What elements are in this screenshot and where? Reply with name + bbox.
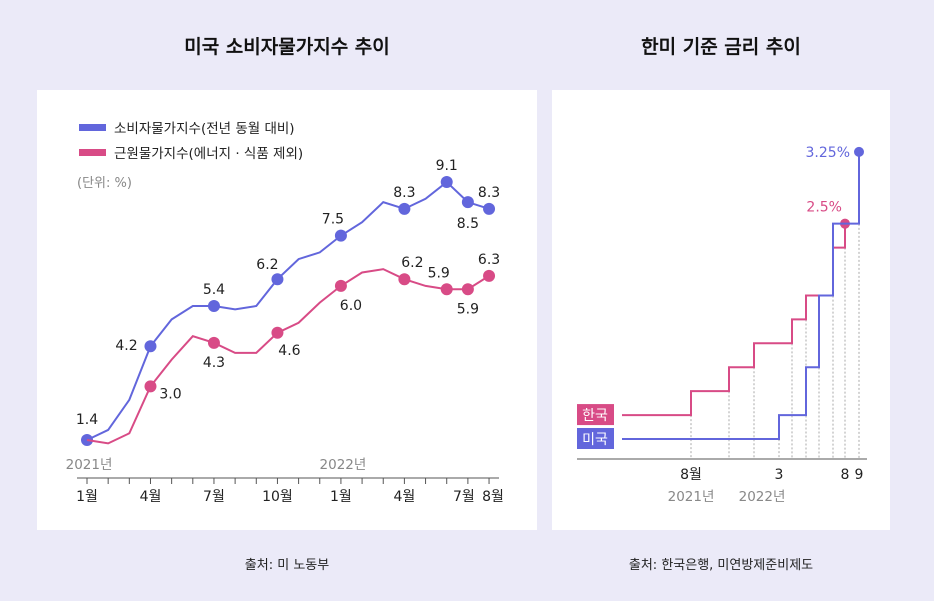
x-tick-label: 4월 — [140, 489, 162, 505]
data-point — [207, 336, 220, 349]
data-label: 6.2 — [256, 257, 278, 273]
x-tick-label: 10월 — [262, 489, 293, 505]
data-label: 8.3 — [393, 185, 415, 201]
data-point — [334, 279, 347, 292]
data-label: 5.9 — [457, 301, 479, 317]
x-tick-label: 8월 — [482, 489, 504, 505]
data-point — [144, 340, 157, 353]
legend-badge-label: 한국 — [582, 408, 608, 424]
x-tick-label: 4월 — [394, 489, 416, 505]
legend-label: 소비자물가지수(전년 동월 대비) — [114, 121, 295, 137]
year-label: 2021년 — [66, 457, 113, 473]
x-tick-label: 8 — [841, 467, 850, 483]
x-tick-label: 1월 — [76, 489, 98, 505]
left-source: 출처: 미 노동부 — [244, 558, 330, 573]
year-label: 2021년 — [668, 489, 715, 505]
data-label: 3.0 — [159, 386, 181, 402]
legend-badge — [577, 428, 614, 449]
data-point — [271, 326, 284, 339]
data-point — [398, 202, 411, 215]
data-label: 1.4 — [76, 412, 98, 428]
year-label: 2022년 — [320, 457, 367, 473]
data-label: 8.5 — [457, 216, 479, 232]
data-point — [483, 269, 496, 282]
left-chart-title: 미국 소비자물가지수 추이 — [184, 36, 390, 58]
x-tick-label: 8월 — [680, 467, 702, 483]
step-line — [622, 223, 846, 417]
end-label: 2.5% — [806, 200, 842, 216]
data-label: 4.6 — [278, 343, 300, 359]
unit-note: (단위: %) — [77, 176, 132, 191]
right-source: 출처: 한국은행, 미연방제준비제도 — [628, 558, 814, 573]
step-line — [622, 151, 860, 440]
data-label: 9.1 — [436, 158, 458, 174]
data-label: 4.3 — [203, 355, 225, 371]
data-point — [461, 196, 474, 209]
data-point — [440, 176, 453, 189]
data-point — [483, 202, 496, 215]
legend-swatch — [79, 149, 106, 156]
end-point — [854, 146, 864, 157]
data-point — [207, 300, 220, 312]
data-label: 8.3 — [478, 185, 500, 201]
cpi-chart-panel: 소비자물가지수(전년 동월 대비) 근원물가지수(에너지 · 식품 제외) (단위:… — [37, 90, 537, 530]
data-point — [440, 283, 453, 296]
data-point — [271, 273, 284, 286]
data-label: 6.2 — [401, 255, 423, 271]
cpi-chart: 소비자물가지수(전년 동월 대비) 근원물가지수(에너지 · 식품 제외) (단위:… — [66, 121, 504, 505]
data-point — [144, 380, 157, 393]
legend-label: 근원물가지수(에너지 · 식품 제외) — [114, 146, 303, 162]
data-label: 5.4 — [203, 282, 225, 298]
x-tick-label: 9 — [855, 467, 864, 483]
rate-chart: 8월 3 8 9 2021년 2022년 2.5% 한국 3.25% 미국 — [577, 145, 867, 505]
right-chart-title: 한미 기준 금리 추이 — [641, 36, 801, 58]
data-point — [334, 229, 347, 242]
x-tick-label: 3 — [775, 467, 784, 483]
end-label: 3.25% — [806, 145, 850, 161]
legend-badge — [577, 404, 614, 426]
data-label: 5.9 — [428, 265, 450, 281]
data-point — [461, 283, 474, 296]
data-label: 4.2 — [115, 338, 137, 354]
x-tick-label: 7월 — [453, 489, 475, 505]
legend-badge-label: 미국 — [582, 432, 608, 448]
data-label: 6.0 — [340, 298, 362, 314]
data-label: 6.3 — [478, 252, 500, 268]
x-tick-label: 1월 — [330, 489, 352, 505]
data-point — [398, 273, 411, 286]
legend-swatch — [79, 124, 106, 131]
data-label: 7.5 — [322, 212, 344, 228]
series-line — [86, 180, 490, 441]
year-label: 2022년 — [739, 489, 786, 505]
x-tick-label: 7월 — [203, 489, 225, 505]
rate-chart-panel: 8월 3 8 9 2021년 2022년 2.5% 한국 3.25% 미국 — [552, 90, 890, 530]
